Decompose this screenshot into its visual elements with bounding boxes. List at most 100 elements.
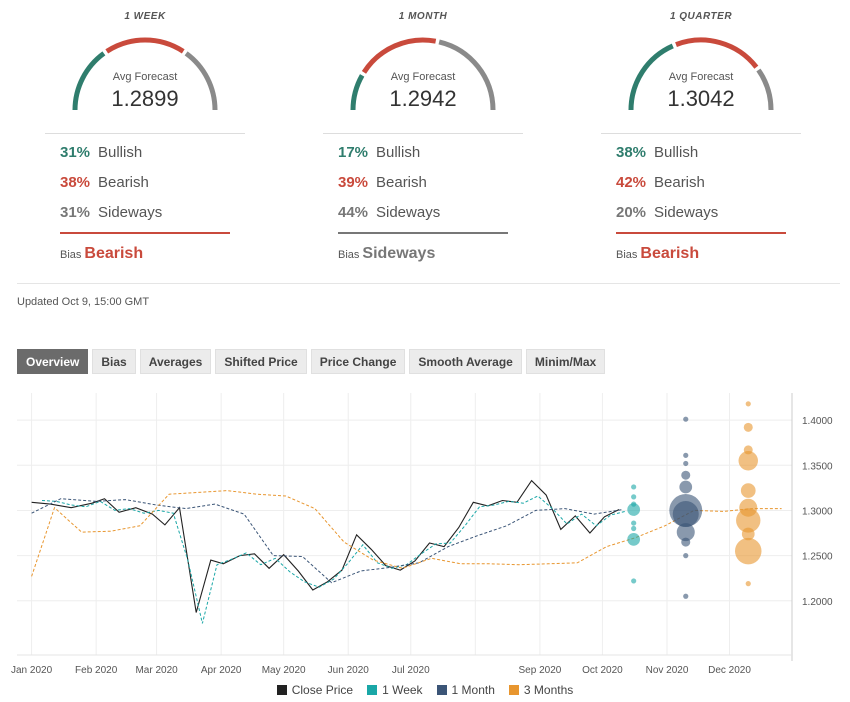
forecast-bubble-1-month (683, 452, 689, 458)
chart-grid (17, 393, 792, 655)
bullish-row: 31% Bullish (60, 144, 142, 161)
y-tick-label: 1.3500 (802, 461, 833, 472)
tab-overview[interactable]: Overview (17, 349, 89, 374)
y-tick-label: 1.3000 (802, 506, 833, 517)
bias-value: Bearish (84, 245, 144, 262)
forecast-bubble-3-months (745, 401, 751, 407)
bias-value: Bearish (640, 245, 700, 262)
bias-label: Bias (60, 249, 82, 261)
sideways-row: 31% Sideways (60, 204, 162, 221)
forecast-bubble-1-week (631, 525, 637, 532)
chart-tabs: Overview Bias Averages Shifted Price Price C… (17, 349, 606, 374)
sideways-label: Sideways (654, 204, 719, 221)
separator (601, 133, 801, 134)
avg-forecast-label: Avg Forecast (668, 71, 734, 83)
legend-swatch (276, 685, 287, 695)
tab-price-change[interactable]: Price Change (310, 349, 406, 374)
bias-indicator: Bias Bearish (60, 245, 143, 263)
bullish-percent: 38% (616, 144, 647, 161)
bearish-row: 39% Bearish (338, 174, 427, 191)
separator (45, 133, 245, 134)
gauge-arc-bullish (628, 43, 674, 111)
forecast-bubble-3-months (734, 537, 762, 565)
forecast-bubble-1-week (631, 578, 637, 584)
forecast-bubble-1-month (672, 501, 699, 528)
x-tick-label: Jul 2020 (392, 665, 430, 676)
avg-forecast-label: Avg Forecast (390, 71, 456, 83)
gauge-arc-bearish (105, 37, 185, 54)
legend-item-3-months[interactable]: 3 Months (508, 683, 574, 697)
tab-bias[interactable]: Bias (92, 349, 136, 374)
legend-swatch (508, 685, 519, 695)
bullish-row: 17% Bullish (338, 144, 420, 161)
bullish-row: 38% Bullish (616, 144, 698, 161)
forecast-bubble-3-months (741, 527, 755, 541)
forecast-bubble-1-month (683, 460, 689, 467)
forecast-bubble-1-month (679, 480, 693, 494)
forecast-gauge (350, 37, 496, 111)
series-line-close-price (31, 479, 620, 613)
bias-indicator: Bias Sideways (338, 245, 435, 263)
forecast-bubble-1-month (681, 470, 691, 480)
forecast-bubble-1-week (631, 484, 637, 490)
avg-forecast-label: Avg Forecast (112, 71, 178, 83)
bearish-percent: 38% (60, 174, 91, 191)
series-line-1-month (31, 498, 624, 584)
x-tick-label: Nov 2020 (646, 665, 689, 676)
period-label: 1 MONTH (398, 11, 448, 22)
x-tick-label: Jan 2020 (11, 665, 53, 676)
forecast-bubble-1-week (627, 503, 641, 516)
bearish-percent: 39% (338, 174, 369, 191)
period-label: 1 WEEK (124, 11, 166, 22)
sideways-row: 20% Sideways (616, 204, 718, 221)
bias-label: Bias (338, 249, 360, 261)
legend-swatch (436, 685, 447, 695)
forecast-bubble-3-months (745, 581, 751, 587)
forecast-bubble-1-month (681, 537, 691, 547)
series-line-3-months (31, 490, 782, 577)
legend-label: 3 Months (523, 683, 574, 697)
bias-indicator: Bias Bearish (616, 245, 699, 263)
forecast-bubble-1-week (631, 494, 637, 500)
forecast-bubble-1-month (683, 416, 689, 422)
tab-minim-max[interactable]: Minim/Max (525, 349, 606, 374)
gauge-arc-sideways (184, 51, 218, 111)
sideways-percent: 31% (60, 204, 91, 221)
tab-shifted-price[interactable]: Shifted Price (215, 349, 307, 374)
legend-item-close-price[interactable]: Close Price (276, 683, 354, 697)
bias-value: Sideways (362, 245, 436, 262)
tab-averages[interactable]: Averages (139, 349, 212, 374)
gauge-arc-sideways (756, 68, 774, 111)
x-tick-label: May 2020 (262, 665, 306, 676)
y-tick-label: 1.2000 (802, 597, 833, 608)
bearish-percent: 42% (616, 174, 647, 191)
bias-underline (616, 232, 786, 234)
bullish-percent: 17% (338, 144, 369, 161)
chart-legend: Close Price 1 Week 1 Month 3 Months (0, 683, 850, 697)
forecast-bubble-1-week (627, 532, 641, 546)
sideways-percent: 44% (338, 204, 369, 221)
x-tick-label: Mar 2020 (135, 665, 178, 676)
y-tick-label: 1.4000 (802, 416, 833, 427)
x-tick-label: Dec 2020 (708, 665, 751, 676)
x-tick-label: Feb 2020 (75, 665, 118, 676)
legend-label: Close Price (291, 683, 354, 697)
x-tick-label: Jun 2020 (328, 665, 370, 676)
forecast-bubble-3-months (738, 451, 758, 471)
x-tick-label: Apr 2020 (201, 665, 242, 676)
bullish-label: Bullish (98, 144, 143, 161)
forecast-bubble-1-week (631, 520, 637, 526)
legend-item-1-week[interactable]: 1 Week (367, 683, 423, 697)
forecast-bubble-1-month (683, 553, 689, 559)
avg-forecast-value: 1.3042 (667, 86, 735, 111)
forecast-gauge (628, 37, 774, 111)
separator (323, 133, 523, 134)
forecast-bubble-1-month (683, 593, 689, 599)
forecast-bubble-1-month (676, 523, 695, 542)
avg-forecast-value: 1.2942 (389, 86, 457, 111)
bullish-label: Bullish (654, 144, 699, 161)
sideways-percent: 20% (616, 204, 647, 221)
legend-item-1-month[interactable]: 1 Month (436, 683, 495, 697)
bias-underline (338, 232, 508, 234)
tab-smooth-average[interactable]: Smooth Average (409, 349, 522, 374)
